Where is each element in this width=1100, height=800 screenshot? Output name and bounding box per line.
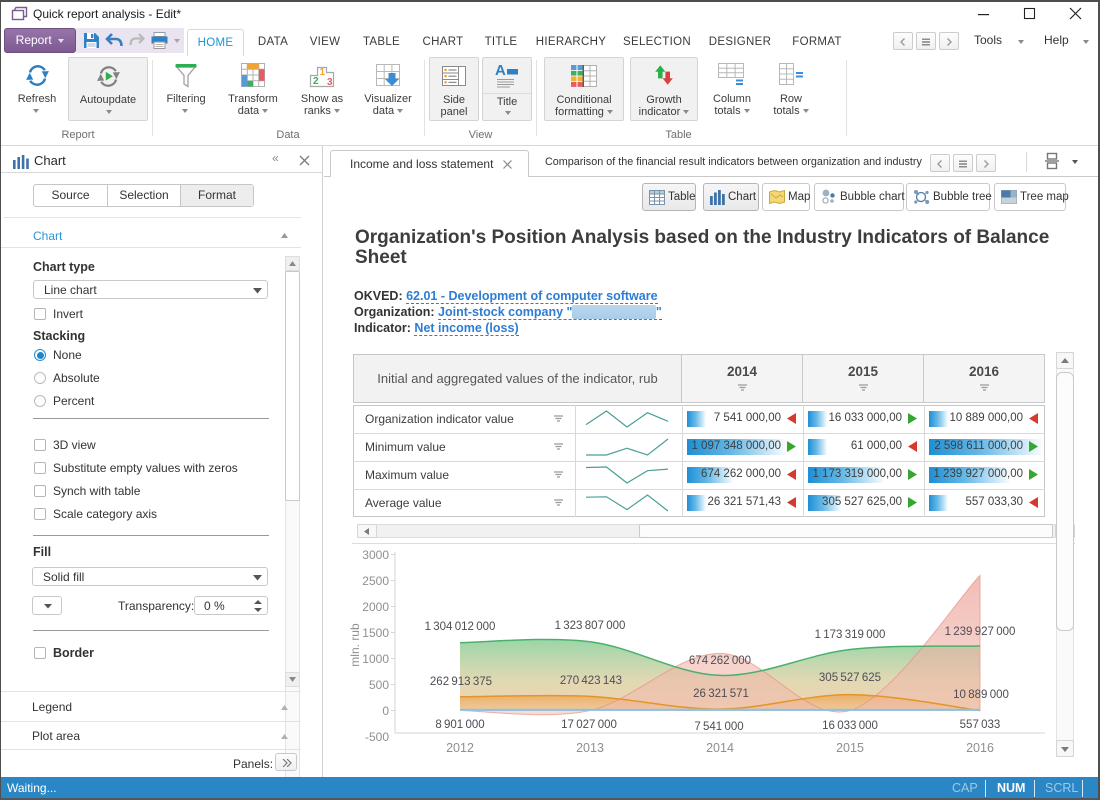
- svg-text:2500: 2500: [362, 574, 389, 588]
- svg-text:3: 3: [327, 77, 333, 88]
- svg-text:-500: -500: [365, 730, 389, 744]
- svg-text:2: 2: [313, 76, 319, 87]
- svg-text:2015: 2015: [836, 741, 864, 755]
- svg-text:16 033 000: 16 033 000: [822, 720, 878, 732]
- svg-text:500: 500: [369, 678, 389, 692]
- svg-text:557 033: 557 033: [960, 719, 1001, 731]
- svg-text:10 889 000: 10 889 000: [953, 689, 1009, 701]
- svg-text:1 239 927 000: 1 239 927 000: [945, 626, 1016, 638]
- svg-text:1000: 1000: [362, 652, 389, 666]
- svg-text:26 321 571: 26 321 571: [693, 688, 749, 700]
- svg-text:8 901 000: 8 901 000: [435, 719, 484, 731]
- svg-text:0: 0: [382, 704, 389, 718]
- svg-text:305 527 625: 305 527 625: [819, 672, 881, 684]
- svg-text:mln. rub: mln. rub: [348, 623, 362, 667]
- svg-text:A: A: [495, 62, 506, 79]
- svg-text:1 304 012 000: 1 304 012 000: [425, 621, 496, 633]
- svg-text:1500: 1500: [362, 626, 389, 640]
- svg-text:1 173 319 000: 1 173 319 000: [815, 629, 886, 641]
- svg-text:2000: 2000: [362, 600, 389, 614]
- svg-text:2013: 2013: [576, 741, 604, 755]
- svg-text:2016: 2016: [966, 741, 994, 755]
- svg-text:2012: 2012: [446, 741, 474, 755]
- svg-text:17 027 000: 17 027 000: [561, 719, 617, 731]
- svg-text:3000: 3000: [362, 548, 389, 562]
- svg-text:674 262 000: 674 262 000: [689, 655, 751, 667]
- svg-text:262 913 375: 262 913 375: [430, 676, 492, 688]
- svg-text:270 423 143: 270 423 143: [560, 675, 622, 687]
- svg-text:7 541 000: 7 541 000: [694, 721, 743, 733]
- svg-text:2014: 2014: [706, 741, 734, 755]
- svg-text:1: 1: [320, 67, 326, 78]
- svg-text:1 323 807 000: 1 323 807 000: [555, 620, 626, 632]
